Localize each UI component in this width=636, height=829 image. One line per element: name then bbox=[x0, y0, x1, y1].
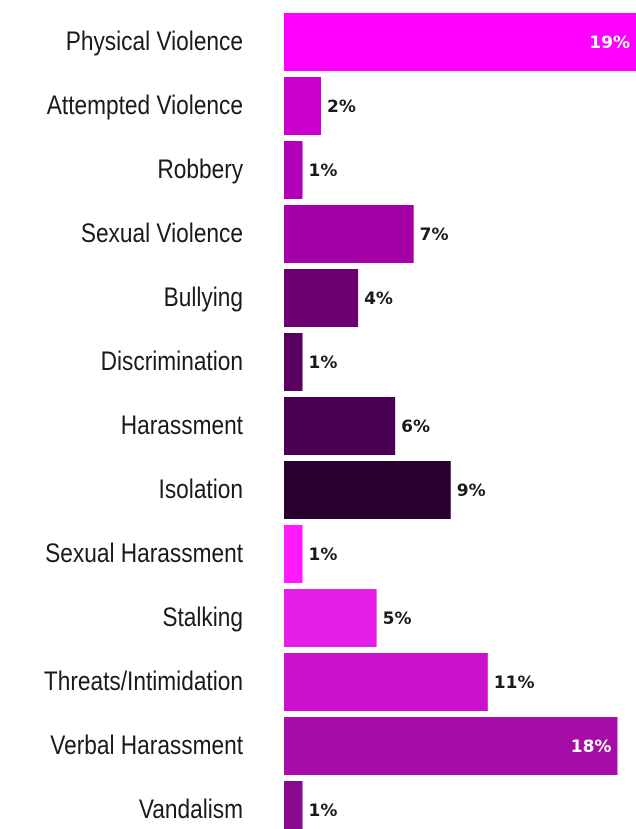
bar-verbal-harassment bbox=[284, 717, 618, 775]
bar-vandalism bbox=[284, 781, 303, 829]
bar-robbery bbox=[284, 141, 303, 199]
category-label-robbery: Robbery bbox=[157, 154, 243, 184]
category-label-isolation: Isolation bbox=[159, 474, 243, 504]
category-label-sexual-harassment: Sexual Harassment bbox=[45, 538, 243, 568]
value-label-attempted-violence: 2% bbox=[327, 97, 356, 117]
bar-sexual-harassment bbox=[284, 525, 303, 583]
category-label-attempted-violence: Attempted Violence bbox=[47, 90, 243, 120]
category-label-threats-intimidation: Threats/Intimidation bbox=[44, 666, 243, 696]
value-label-isolation: 9% bbox=[457, 481, 486, 501]
bar-harassment bbox=[284, 397, 396, 455]
category-label-discrimination: Discrimination bbox=[101, 346, 243, 376]
bar-discrimination bbox=[284, 333, 303, 391]
bar-attempted-violence bbox=[284, 77, 322, 135]
value-label-threats-intimidation: 11% bbox=[494, 673, 535, 693]
bar-threats-intimidation bbox=[284, 653, 488, 711]
value-label-sexual-harassment: 1% bbox=[309, 545, 338, 565]
bar-physical-violence bbox=[284, 13, 636, 71]
value-label-verbal-harassment: 18% bbox=[571, 737, 612, 757]
category-label-verbal-harassment: Verbal Harassment bbox=[50, 730, 243, 760]
category-label-physical-violence: Physical Violence bbox=[66, 26, 243, 56]
bar-sexual-violence bbox=[284, 205, 414, 263]
category-label-harassment: Harassment bbox=[121, 410, 243, 440]
value-label-harassment: 6% bbox=[401, 417, 430, 437]
bar-isolation bbox=[284, 461, 451, 519]
value-label-robbery: 1% bbox=[309, 161, 338, 181]
bar-stalking bbox=[284, 589, 377, 647]
value-label-stalking: 5% bbox=[383, 609, 412, 629]
value-label-physical-violence: 19% bbox=[589, 33, 630, 53]
category-label-bullying: Bullying bbox=[164, 282, 243, 312]
value-label-bullying: 4% bbox=[364, 289, 393, 309]
category-label-stalking: Stalking bbox=[162, 602, 243, 632]
category-label-vandalism: Vandalism bbox=[139, 794, 243, 824]
value-label-discrimination: 1% bbox=[309, 353, 338, 373]
value-label-vandalism: 1% bbox=[309, 801, 338, 821]
category-label-sexual-violence: Sexual Violence bbox=[81, 218, 243, 248]
value-label-sexual-violence: 7% bbox=[420, 225, 449, 245]
bar-bullying bbox=[284, 269, 359, 327]
